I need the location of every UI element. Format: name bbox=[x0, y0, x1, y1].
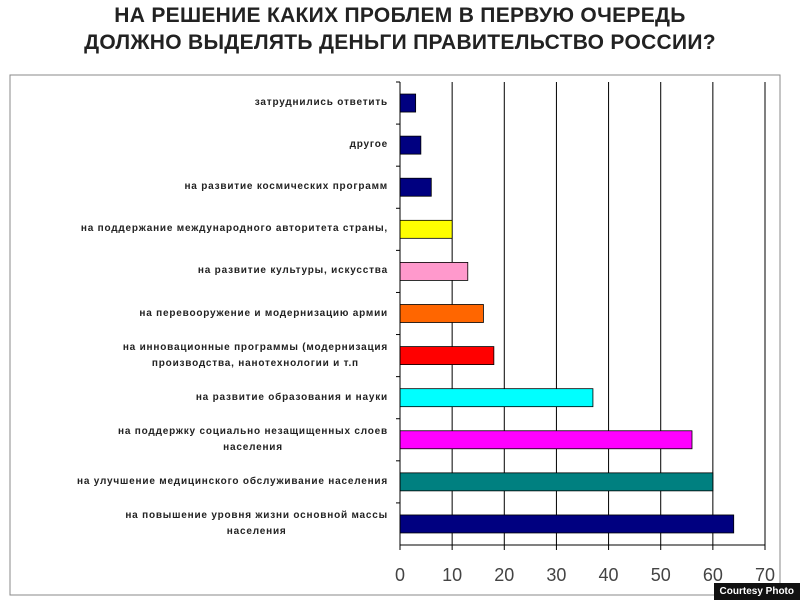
category-label: на повышение уровня жизни основной массы… bbox=[125, 509, 388, 537]
x-tick-label: 40 bbox=[599, 565, 619, 585]
bar bbox=[399, 472, 714, 492]
category-label: на развитие образования и науки bbox=[195, 391, 388, 403]
category-label: другое bbox=[349, 139, 388, 151]
chart-title: ДОЛЖНО ВЫДЕЛЯТЬ ДЕНЬГИ ПРАВИТЕЛЬСТВО РОС… bbox=[84, 31, 716, 54]
category-label: на перевооружение и модернизацию армии bbox=[139, 307, 388, 319]
category-label: на поддержание международного авторитета… bbox=[80, 223, 388, 235]
category-label: на развитие культуры, искусства bbox=[197, 265, 388, 277]
credit: Courtesy Photo bbox=[713, 583, 800, 600]
category-label: на инновационные программы (модернизация… bbox=[122, 341, 388, 369]
bar bbox=[399, 346, 495, 365]
bar bbox=[399, 514, 735, 534]
bar bbox=[399, 177, 432, 197]
x-tick-label: 10 bbox=[442, 565, 462, 585]
category-label: затруднились ответить bbox=[254, 97, 388, 109]
frame bbox=[9, 74, 781, 596]
bar bbox=[399, 388, 594, 408]
x-tick-label: 0 bbox=[395, 565, 405, 585]
bar bbox=[399, 262, 469, 281]
x-tick-label: 70 bbox=[755, 565, 775, 585]
bar bbox=[399, 304, 484, 323]
category-label: на поддержку социально незащищенных слое… bbox=[118, 425, 388, 453]
x-tick-label: 30 bbox=[546, 565, 566, 585]
x-tick-label: 20 bbox=[494, 565, 514, 585]
category-label: на развитие космических программ bbox=[184, 181, 388, 193]
x-tick-label: 50 bbox=[651, 565, 671, 585]
bar bbox=[399, 219, 453, 239]
bar bbox=[399, 135, 422, 155]
chart-title: НА РЕШЕНИЕ КАКИХ ПРОБЛЕМ В ПЕРВУЮ ОЧЕРЕД… bbox=[114, 4, 686, 27]
bar bbox=[399, 430, 693, 450]
bar bbox=[399, 93, 417, 113]
category-label: на улучшение медицинского обслуживание н… bbox=[77, 475, 388, 487]
x-tick-label: 60 bbox=[703, 565, 723, 585]
